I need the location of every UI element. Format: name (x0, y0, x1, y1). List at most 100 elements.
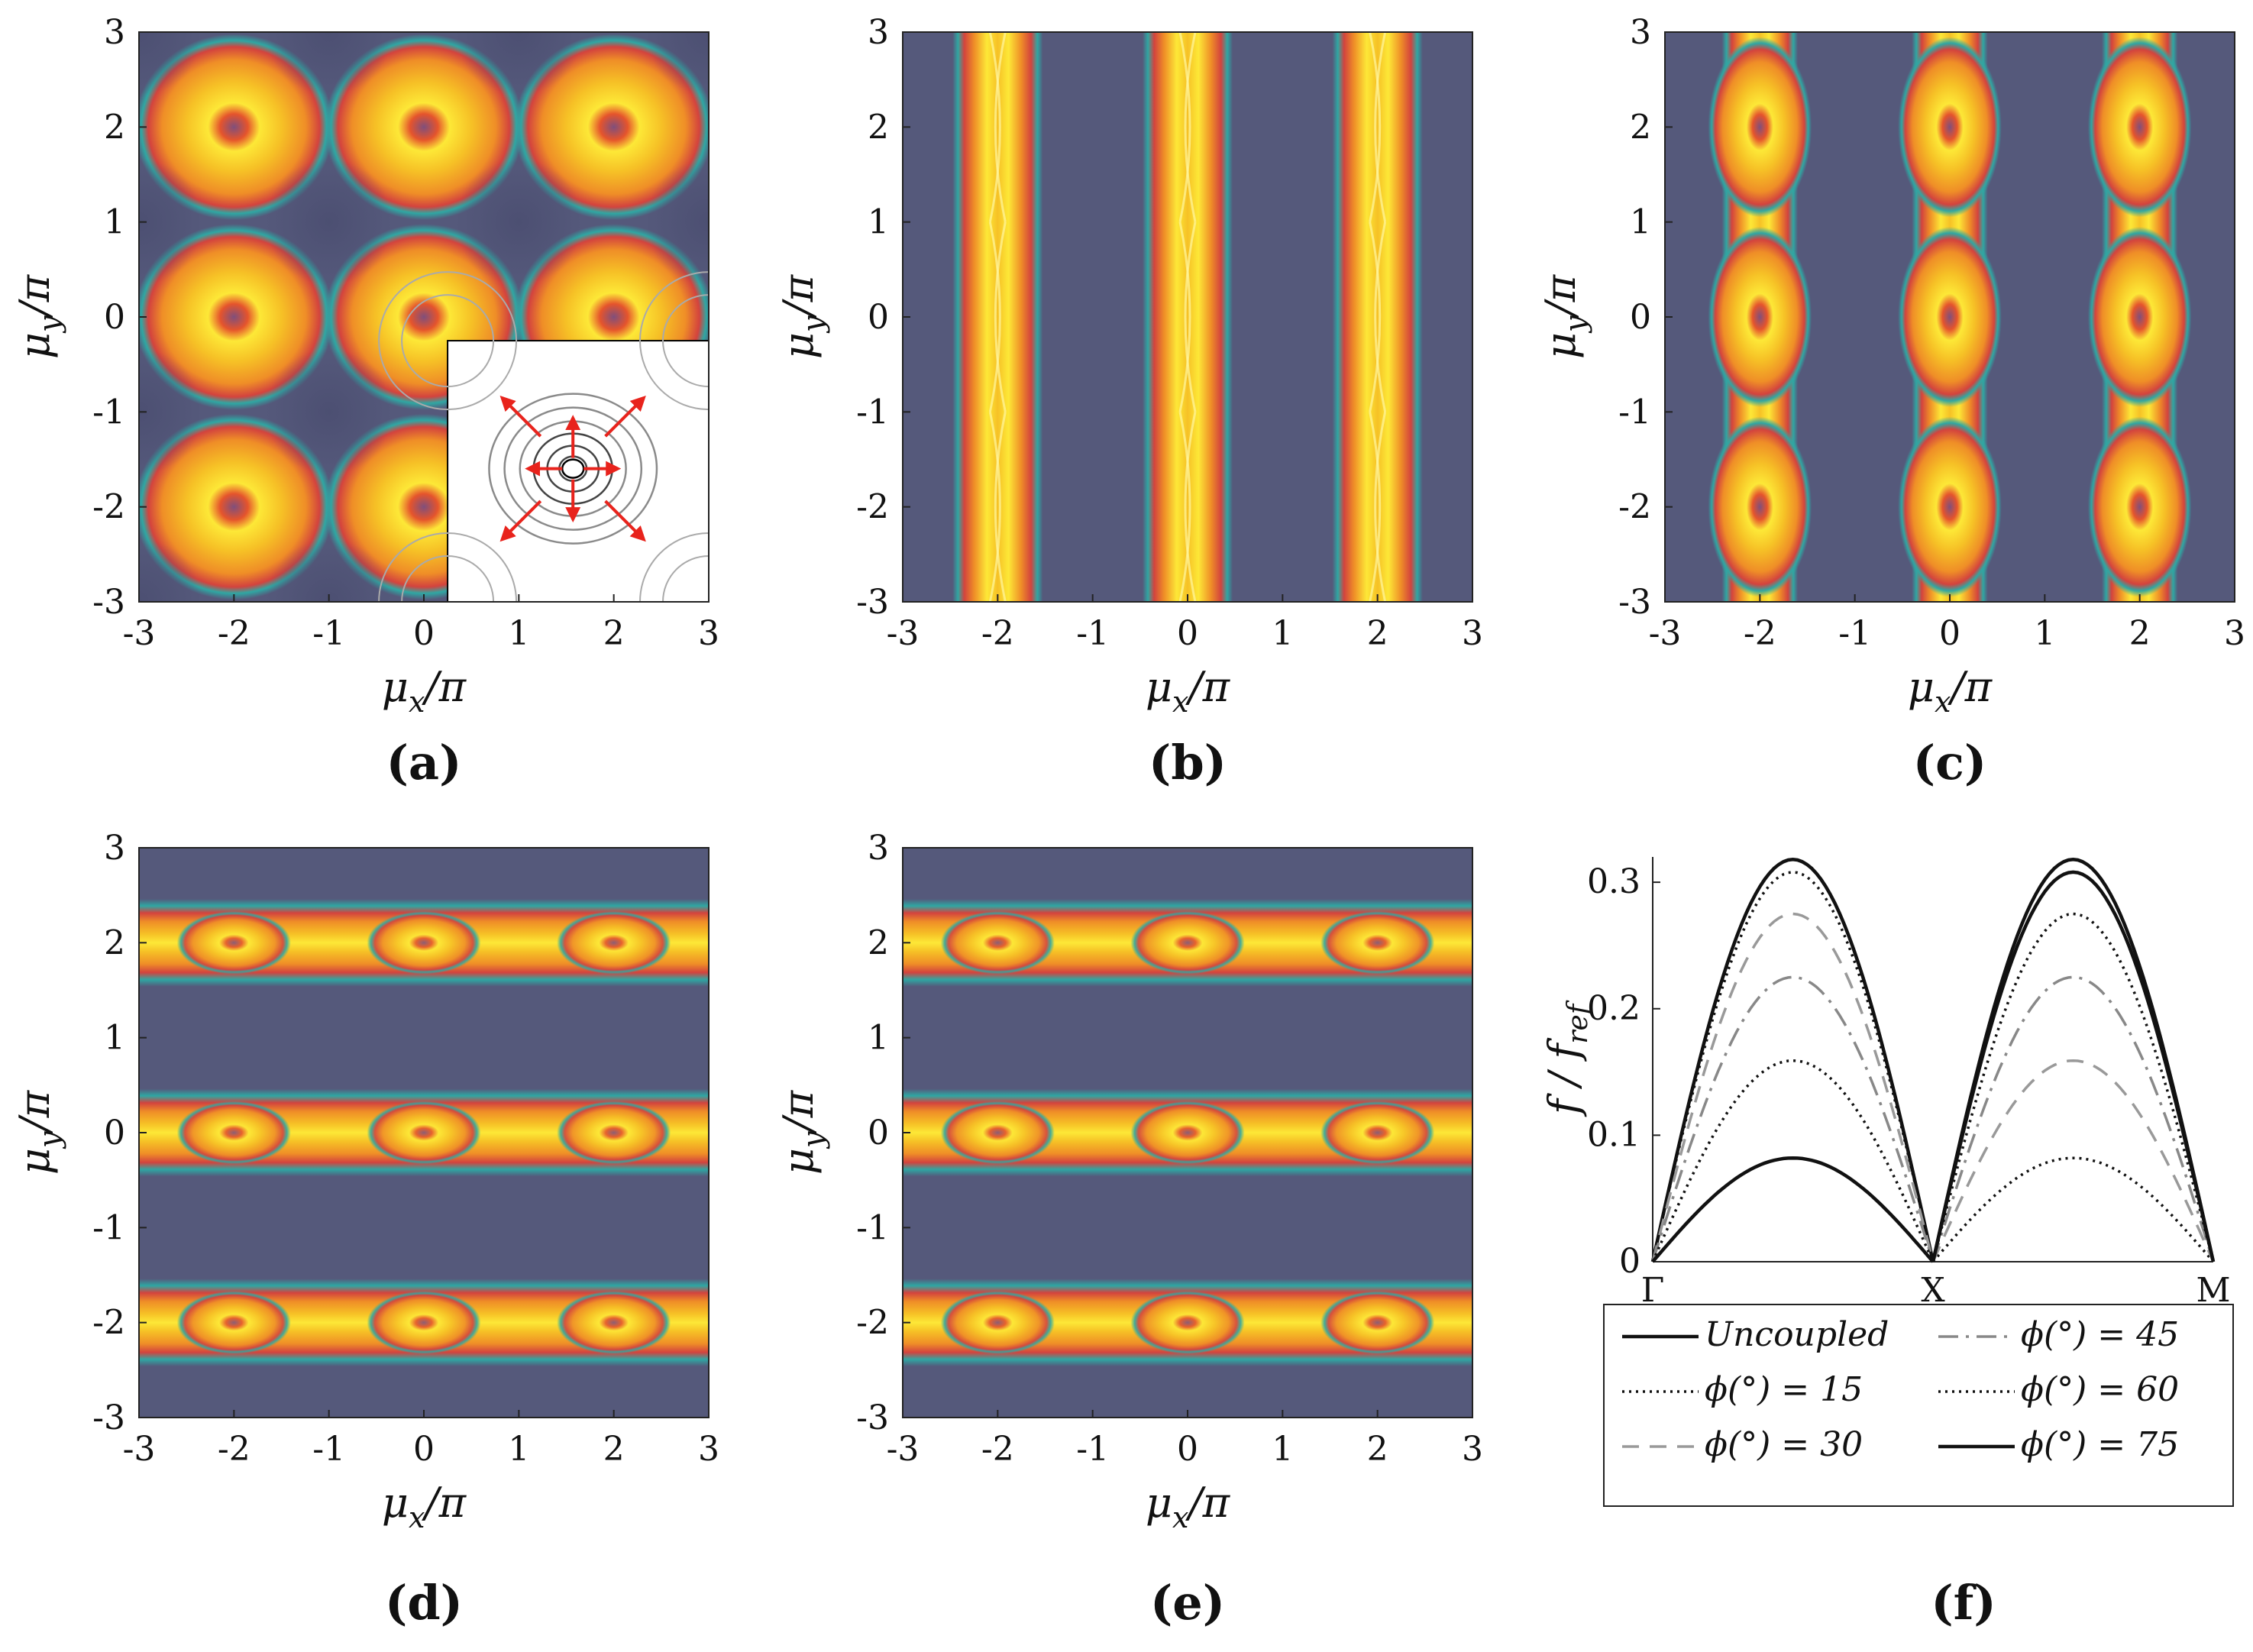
y-axis-label: μy/π (1537, 273, 1592, 359)
y-tick-label: 1 (868, 1019, 889, 1058)
f-y-tick-label: 0.2 (1587, 989, 1640, 1028)
y-tick-label: 2 (868, 923, 889, 962)
band-thread (1369, 221, 1382, 412)
x-tick-label: 0 (413, 614, 435, 653)
x-tick-label: -1 (312, 614, 345, 653)
band-thread (988, 221, 1001, 412)
panel-label-d: (d) (385, 1575, 463, 1631)
bead (2087, 37, 2192, 218)
y-tick-label: 0 (1630, 298, 1651, 337)
x-axis-label: μx/π (1908, 663, 1993, 719)
x-tick-label: -3 (887, 614, 920, 653)
x-tick-label: 1 (1272, 614, 1293, 653)
y-tick-label: 0 (104, 1114, 125, 1153)
x-tick-label: 3 (1462, 1430, 1483, 1469)
legend-label: ϕ(°) = 60 (2021, 1370, 2179, 1409)
y-tick-label: -3 (856, 583, 889, 622)
heatmap-d (139, 848, 709, 1418)
f-series-line (1651, 912, 2215, 1262)
x-axis-label: μx/π (1146, 1479, 1231, 1534)
band-thread (988, 412, 1001, 602)
panel-b: -3 -2 -1 0 1 2 3 -3 -2 -1 0 1 2 3 μx/π μy/π (b) (774, 13, 1483, 790)
y-axis-label: μy/π (11, 273, 66, 359)
x-tick-label: 0 (1177, 1430, 1198, 1469)
x-tick-label: -3 (1649, 614, 1682, 653)
band-thread (1178, 221, 1191, 412)
x-tick-label: 1 (2034, 614, 2055, 653)
x-tick-label: 3 (2224, 614, 2245, 653)
band-thread (1184, 221, 1197, 412)
y-tick-label: -1 (92, 1208, 125, 1247)
f-series-line (1651, 975, 2215, 1262)
inset-contour (488, 393, 658, 545)
x-tick-label: 1 (1272, 1430, 1293, 1469)
x-tick-label: -2 (218, 1430, 251, 1469)
y-axis-label: μy/π (774, 273, 830, 359)
x-tick-label: -1 (1838, 614, 1871, 653)
x-tick-label: -1 (312, 1430, 345, 1469)
legend-label: ϕ(°) = 75 (2021, 1425, 2179, 1464)
heatmap-a (139, 32, 709, 602)
band-node (1320, 1101, 1435, 1165)
trough (265, 348, 393, 476)
x-tick-label: 2 (603, 1430, 625, 1469)
f-series-line (1650, 858, 2216, 1262)
y-tick-label: -3 (856, 1398, 889, 1437)
f-series-line (1651, 912, 2215, 1262)
band-thread (994, 412, 1007, 602)
y-tick-label: 3 (868, 13, 889, 52)
panel-d: -3 -2 -1 0 1 2 3 -3 -2 -1 0 1 2 3 μx/π μy/π (d) (11, 829, 719, 1631)
panel-e: -3 -2 -1 0 1 2 3 -3 -2 -1 0 1 2 3 μx/π μy/π (e) (774, 829, 1483, 1631)
contour-inset (378, 271, 709, 602)
trough (265, 538, 393, 602)
band-node (1130, 910, 1245, 975)
trough (645, 32, 709, 95)
trough (139, 348, 202, 476)
trough (139, 32, 202, 95)
hot-spot (514, 34, 709, 221)
y-tick-label: 1 (868, 203, 889, 242)
inset-arrow (604, 499, 646, 542)
f-series-line (1651, 871, 2215, 1263)
band-thread (1178, 412, 1191, 602)
heatmap-e (903, 848, 1472, 1418)
panel-label-a: (a) (386, 735, 462, 790)
y-tick-label: 1 (104, 1019, 125, 1058)
x-tick-label: 3 (1462, 614, 1483, 653)
x-axis-label: μx/π (382, 1479, 467, 1534)
legend-frame (1603, 1304, 2234, 1507)
trough (645, 158, 709, 286)
f-y-tick-label: 0.1 (1587, 1115, 1640, 1154)
band-node (940, 910, 1055, 975)
y-tick-label: -1 (1618, 393, 1651, 432)
y-tick-label: -2 (1618, 488, 1651, 527)
y-tick-label: 1 (1630, 203, 1651, 242)
band-node (367, 1291, 481, 1355)
band-node (557, 1101, 671, 1165)
band-thread (1374, 221, 1387, 412)
legend-label: Uncoupled (1705, 1315, 1889, 1354)
trough (139, 158, 202, 286)
inset-corner-contour (401, 294, 495, 388)
trough (265, 158, 393, 286)
band-thread (1369, 32, 1382, 222)
band-node (557, 1291, 671, 1355)
x-tick-label: -2 (1744, 614, 1776, 653)
f-legend: Uncoupled ϕ(°) = 15 ϕ(°) = 30 ϕ(°) = 45 ϕ(°)… (1603, 1304, 2234, 1507)
band-thread (1369, 412, 1382, 602)
bead (1708, 226, 1812, 408)
bead (2087, 226, 2192, 408)
band-node (1130, 1291, 1245, 1355)
panel-label-b: (b) (1149, 735, 1227, 790)
y-tick-label: -1 (92, 393, 125, 432)
band-node (940, 1291, 1055, 1355)
band-thread (988, 32, 1001, 222)
band-node (1320, 1291, 1435, 1355)
y-tick-label: 0 (868, 298, 889, 337)
y-tick-label: 3 (104, 13, 125, 52)
legend-label: ϕ(°) = 15 (1705, 1370, 1863, 1409)
y-tick-label: -2 (92, 1304, 125, 1343)
y-tick-label: 2 (1630, 108, 1651, 147)
band-node (176, 1101, 291, 1165)
